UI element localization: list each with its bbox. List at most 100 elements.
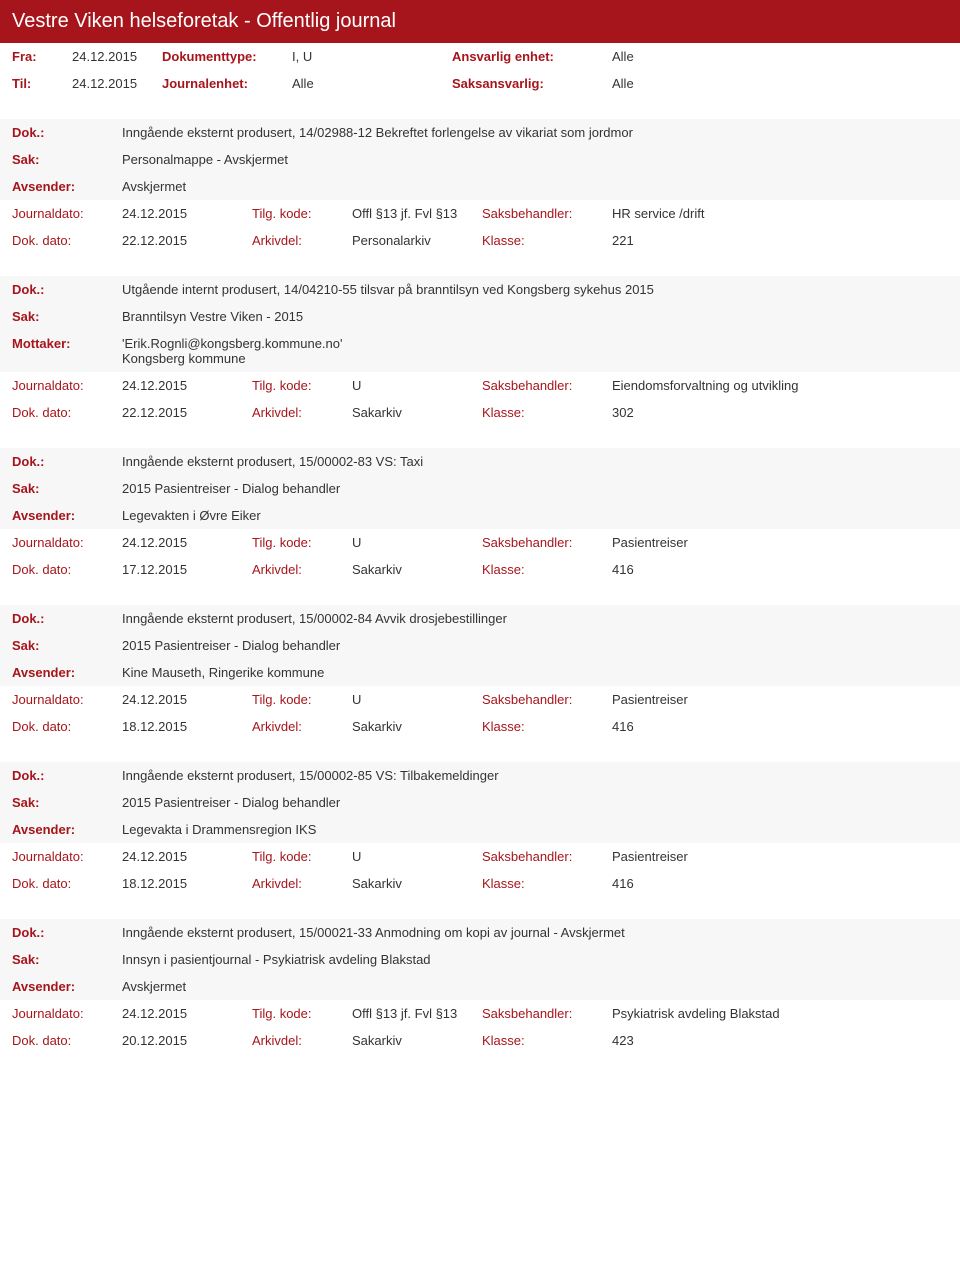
saksbeh-label: Saksbehandler: xyxy=(482,206,612,221)
entry-row: Dok.:Inngående eksternt produsert, 15/00… xyxy=(0,605,960,632)
party-label: Avsender: xyxy=(12,665,122,680)
dokdato-value: 22.12.2015 xyxy=(122,233,252,248)
sak-value: Personalmappe - Avskjermet xyxy=(122,152,948,167)
page-title: Vestre Viken helseforetak - Offentlig jo… xyxy=(0,0,960,43)
sak-label: Sak: xyxy=(12,952,122,967)
meta-row-2: Dok. dato:22.12.2015Arkivdel:Personalark… xyxy=(0,227,960,254)
entry-header: Dok.:Inngående eksternt produsert, 14/02… xyxy=(0,119,960,200)
sak-value: Branntilsyn Vestre Viken - 2015 xyxy=(122,309,948,324)
dok-label: Dok.: xyxy=(12,125,122,140)
tilgkode-label: Tilg. kode: xyxy=(252,692,352,707)
party-label: Avsender: xyxy=(12,508,122,523)
sak-label: Sak: xyxy=(12,309,122,324)
meta-row-1: Journaldato:24.12.2015Tilg. kode:USaksbe… xyxy=(0,372,960,399)
entry-row: Avsender:Legevakten i Øvre Eiker xyxy=(0,502,960,529)
sak-value: 2015 Pasientreiser - Dialog behandler xyxy=(122,638,948,653)
sak-value: Innsyn i pasientjournal - Psykiatrisk av… xyxy=(122,952,948,967)
dokdato-label: Dok. dato: xyxy=(12,233,122,248)
tilgkode-label: Tilg. kode: xyxy=(252,378,352,393)
dok-value: Utgående internt produsert, 14/04210-55 … xyxy=(122,282,948,297)
arkivdel-value: Sakarkiv xyxy=(352,876,482,891)
journaldato-label: Journaldato: xyxy=(12,849,122,864)
tilgkode-label: Tilg. kode: xyxy=(252,1006,352,1021)
entry-header: Dok.:Inngående eksternt produsert, 15/00… xyxy=(0,762,960,843)
journaldato-label: Journaldato: xyxy=(12,206,122,221)
dok-value: Inngående eksternt produsert, 15/00002-8… xyxy=(122,611,948,626)
sak-label: Sak: xyxy=(12,481,122,496)
tilgkode-value: Offl §13 jf. Fvl §13 xyxy=(352,206,482,221)
tilgkode-label: Tilg. kode: xyxy=(252,206,352,221)
doktype-label: Dokumenttype: xyxy=(162,49,292,64)
arkivdel-value: Sakarkiv xyxy=(352,1033,482,1048)
saksbeh-value: Pasientreiser xyxy=(612,849,948,864)
party-value: Kine Mauseth, Ringerike kommune xyxy=(122,665,948,680)
entry-header: Dok.:Utgående internt produsert, 14/0421… xyxy=(0,276,960,372)
klasse-label: Klasse: xyxy=(482,876,612,891)
entry-row: Dok.:Inngående eksternt produsert, 14/02… xyxy=(0,119,960,146)
dokdato-label: Dok. dato: xyxy=(12,405,122,420)
journaldato-value: 24.12.2015 xyxy=(122,378,252,393)
jenhet-value: Alle xyxy=(292,76,452,91)
ansv-label: Ansvarlig enhet: xyxy=(452,49,612,64)
arkivdel-label: Arkivdel: xyxy=(252,876,352,891)
journal-entry: Dok.:Inngående eksternt produsert, 15/00… xyxy=(0,448,960,583)
tilgkode-value: U xyxy=(352,378,482,393)
dok-value: Inngående eksternt produsert, 15/00021-3… xyxy=(122,925,948,940)
saksbeh-value: Psykiatrisk avdeling Blakstad xyxy=(612,1006,948,1021)
arkivdel-value: Personalarkiv xyxy=(352,233,482,248)
party-value: Legevakten i Øvre Eiker xyxy=(122,508,948,523)
klasse-value: 416 xyxy=(612,562,948,577)
entry-row: Dok.:Inngående eksternt produsert, 15/00… xyxy=(0,448,960,475)
saksbeh-label: Saksbehandler: xyxy=(482,1006,612,1021)
tilgkode-value: U xyxy=(352,849,482,864)
til-value: 24.12.2015 xyxy=(72,76,162,91)
klasse-label: Klasse: xyxy=(482,562,612,577)
dok-label: Dok.: xyxy=(12,282,122,297)
klasse-label: Klasse: xyxy=(482,405,612,420)
dokdato-value: 18.12.2015 xyxy=(122,719,252,734)
klasse-value: 302 xyxy=(612,405,948,420)
dok-label: Dok.: xyxy=(12,768,122,783)
entry-row: Dok.:Inngående eksternt produsert, 15/00… xyxy=(0,919,960,946)
saksbeh-value: Pasientreiser xyxy=(612,692,948,707)
entry-row: Dok.:Utgående internt produsert, 14/0421… xyxy=(0,276,960,303)
entry-row: Avsender:Avskjermet xyxy=(0,173,960,200)
entry-row: Sak:2015 Pasientreiser - Dialog behandle… xyxy=(0,632,960,659)
sak-label: Sak: xyxy=(12,638,122,653)
entry-row: Sak:Innsyn i pasientjournal - Psykiatris… xyxy=(0,946,960,973)
meta-row-1: Journaldato:24.12.2015Tilg. kode:USaksbe… xyxy=(0,686,960,713)
fra-value: 24.12.2015 xyxy=(72,49,162,64)
filter-row-2: Til: 24.12.2015 Journalenhet: Alle Saksa… xyxy=(0,70,960,97)
klasse-value: 423 xyxy=(612,1033,948,1048)
doktype-value: I, U xyxy=(292,49,452,64)
party-label: Avsender: xyxy=(12,979,122,994)
meta-row-2: Dok. dato:20.12.2015Arkivdel:SakarkivKla… xyxy=(0,1027,960,1054)
entry-row: Dok.:Inngående eksternt produsert, 15/00… xyxy=(0,762,960,789)
saksbeh-label: Saksbehandler: xyxy=(482,849,612,864)
dokdato-label: Dok. dato: xyxy=(12,719,122,734)
saks-value: Alle xyxy=(612,76,634,91)
klasse-label: Klasse: xyxy=(482,233,612,248)
dok-label: Dok.: xyxy=(12,611,122,626)
ansv-value: Alle xyxy=(612,49,634,64)
arkivdel-value: Sakarkiv xyxy=(352,405,482,420)
dok-value: Inngående eksternt produsert, 15/00002-8… xyxy=(122,768,948,783)
journal-entry: Dok.:Inngående eksternt produsert, 15/00… xyxy=(0,605,960,740)
entry-row: Sak:Branntilsyn Vestre Viken - 2015 xyxy=(0,303,960,330)
journaldato-value: 24.12.2015 xyxy=(122,206,252,221)
arkivdel-label: Arkivdel: xyxy=(252,719,352,734)
klasse-value: 416 xyxy=(612,719,948,734)
saksbeh-value: HR service /drift xyxy=(612,206,948,221)
entry-row: Sak:2015 Pasientreiser - Dialog behandle… xyxy=(0,789,960,816)
dok-value: Inngående eksternt produsert, 15/00002-8… xyxy=(122,454,948,469)
journal-entry: Dok.:Inngående eksternt produsert, 15/00… xyxy=(0,919,960,1054)
meta-row-2: Dok. dato:18.12.2015Arkivdel:SakarkivKla… xyxy=(0,870,960,897)
klasse-label: Klasse: xyxy=(482,719,612,734)
arkivdel-value: Sakarkiv xyxy=(352,719,482,734)
party-label: Avsender: xyxy=(12,822,122,837)
saksbeh-value: Pasientreiser xyxy=(612,535,948,550)
dok-label: Dok.: xyxy=(12,454,122,469)
meta-row-2: Dok. dato:22.12.2015Arkivdel:SakarkivKla… xyxy=(0,399,960,426)
journal-entry: Dok.:Utgående internt produsert, 14/0421… xyxy=(0,276,960,426)
party-value: Legevakta i Drammensregion IKS xyxy=(122,822,948,837)
